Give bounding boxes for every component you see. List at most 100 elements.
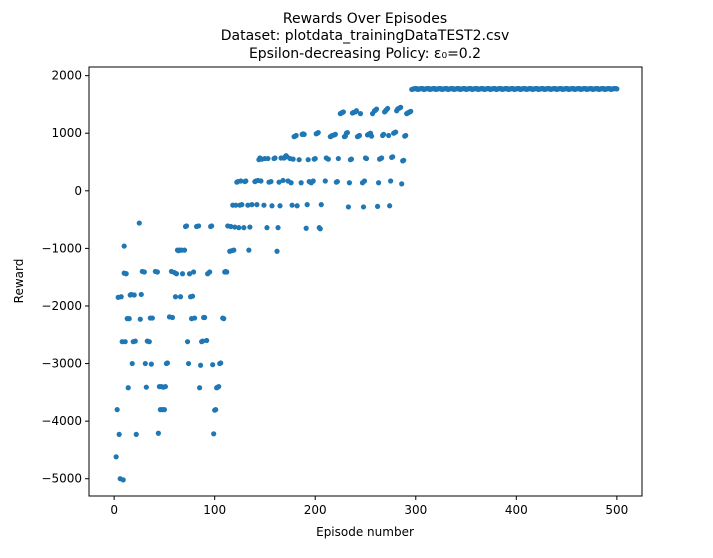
data-point — [340, 109, 346, 115]
data-point — [118, 294, 124, 300]
data-point — [181, 247, 188, 253]
plot-frame — [88, 66, 643, 497]
data-point — [149, 315, 155, 321]
data-point — [138, 291, 144, 298]
data-point — [387, 203, 393, 209]
data-point — [274, 248, 280, 254]
x-axis-label: Episode number — [316, 525, 414, 539]
data-point — [154, 269, 160, 275]
data-point — [296, 157, 302, 163]
data-point — [301, 131, 307, 137]
data-point — [318, 202, 324, 208]
x-tick-label: 400 — [505, 503, 528, 517]
data-point — [231, 247, 237, 253]
data-point — [183, 223, 190, 229]
data-point — [123, 271, 129, 277]
y-axis-ticks: −5000 −4000 −3000 −2000 −1000 0 1000 2000 — [41, 69, 89, 486]
data-point — [381, 131, 387, 137]
y-tick-label: −3000 — [41, 357, 82, 371]
data-point — [408, 108, 414, 114]
data-point — [243, 178, 249, 184]
data-point — [179, 271, 186, 277]
data-point — [305, 157, 311, 163]
data-point — [213, 407, 219, 413]
data-point — [261, 202, 267, 208]
data-point — [241, 225, 247, 231]
data-point — [294, 203, 300, 209]
chart-title: Rewards Over Episodes Dataset: plotdata_… — [221, 11, 510, 62]
data-point — [385, 105, 391, 112]
data-point — [268, 178, 274, 185]
data-point — [224, 269, 230, 275]
data-point — [146, 339, 152, 345]
data-point — [346, 180, 353, 186]
data-point — [211, 431, 217, 437]
y-tick-label: 2000 — [51, 69, 82, 83]
data-point — [162, 383, 169, 390]
data-point — [293, 132, 299, 139]
data-point — [335, 155, 341, 162]
data-point — [374, 203, 381, 209]
x-tick-label: 0 — [110, 503, 118, 517]
title-line-1: Rewards Over Episodes — [283, 11, 447, 27]
data-point — [277, 203, 283, 209]
data-point — [269, 203, 275, 209]
title-line-3: Epsilon-decreasing Policy: ε₀=0.2 — [249, 46, 481, 62]
data-point — [116, 431, 122, 437]
x-tick-label: 200 — [304, 503, 327, 517]
data-point — [129, 360, 135, 367]
data-point — [238, 178, 244, 184]
data-points — [113, 85, 620, 483]
data-point — [204, 337, 210, 344]
data-point — [614, 86, 620, 92]
data-point — [258, 178, 264, 184]
data-point — [185, 360, 192, 367]
x-tick-label: 300 — [404, 503, 427, 517]
data-point — [345, 204, 352, 210]
data-point — [155, 430, 161, 436]
data-point — [399, 181, 405, 187]
y-tick-label: −1000 — [41, 241, 82, 255]
y-tick-label: −4000 — [41, 414, 82, 428]
data-point — [288, 180, 294, 186]
data-point — [356, 132, 363, 139]
data-point — [164, 360, 171, 366]
data-point — [361, 178, 368, 184]
data-point — [200, 338, 206, 344]
data-point — [148, 361, 154, 367]
data-point — [386, 132, 392, 139]
data-point — [198, 362, 204, 368]
y-tick-label: 0 — [74, 184, 82, 198]
data-point — [126, 316, 132, 322]
data-point — [137, 316, 143, 322]
data-point — [136, 220, 142, 226]
data-point — [197, 385, 203, 391]
data-point — [401, 157, 407, 163]
data-point — [245, 202, 251, 208]
y-tick-label: 1000 — [51, 126, 82, 140]
data-point — [360, 204, 367, 210]
data-point — [368, 133, 375, 139]
data-point — [265, 155, 271, 162]
data-point — [239, 202, 245, 208]
data-point — [125, 385, 131, 391]
data-point — [114, 407, 120, 413]
data-point — [276, 179, 282, 185]
data-point — [246, 247, 252, 253]
x-tick-label: 100 — [203, 503, 226, 517]
y-axis-label: Reward — [12, 259, 26, 304]
data-point — [236, 225, 242, 231]
data-point — [332, 131, 338, 137]
data-point — [247, 224, 253, 230]
data-point — [353, 108, 360, 114]
data-point — [275, 225, 281, 231]
data-point — [189, 293, 196, 299]
data-point — [233, 202, 239, 208]
data-point — [120, 477, 126, 483]
data-point — [141, 269, 147, 275]
data-point — [272, 155, 278, 161]
data-point — [304, 202, 310, 208]
data-point — [133, 431, 139, 437]
data-point — [221, 316, 227, 322]
